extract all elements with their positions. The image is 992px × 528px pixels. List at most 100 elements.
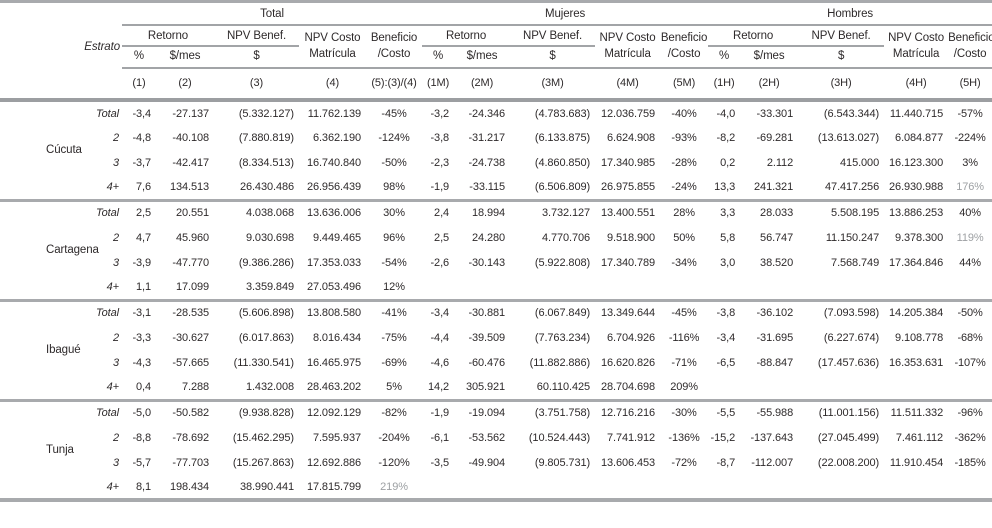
- cell: -3,5: [430, 456, 450, 469]
- retorno-header: Retorno: [122, 25, 214, 47]
- pct-header: %: [422, 46, 455, 69]
- npv-costo-header: NPV Costo Matrícula: [884, 25, 949, 69]
- cell: 6.362.190: [312, 131, 361, 144]
- cell: -31.217: [468, 131, 506, 144]
- cell: -5,5: [716, 407, 736, 420]
- cell: -57%: [957, 107, 983, 120]
- cell: 8.016.434: [312, 331, 361, 344]
- cell: 16.740.840: [306, 156, 361, 169]
- cell: 13.886.253: [889, 207, 944, 220]
- estrato-label: 2: [112, 231, 119, 244]
- cell: -112.007: [751, 456, 794, 469]
- col-number: (3M): [510, 68, 596, 102]
- cell: (9.805.731): [534, 456, 591, 469]
- cell: 17.340.985: [600, 156, 656, 169]
- table-row: 3 -5,7 -77.703 (15.267.863) 12.692.886 -120% -…: [0, 450, 992, 475]
- cell: (7.093.598): [823, 307, 880, 320]
- estrato-label: 4+: [106, 280, 119, 293]
- cell: 16.465.975: [306, 356, 361, 369]
- cell: 16.620.826: [600, 356, 656, 369]
- cell: -88.847: [756, 356, 794, 369]
- col-number: (1M): [422, 68, 455, 102]
- cell: -24.346: [468, 107, 506, 120]
- cell: 13,3: [714, 180, 736, 193]
- cell: -8,2: [716, 131, 736, 144]
- cell: 12.692.886: [306, 456, 361, 469]
- cell: 3.732.127: [542, 207, 591, 220]
- table-row: 3 -3,9 -47.770 (9.386.286) 17.353.033 -54% -2,…: [0, 250, 992, 275]
- cell: -2,3: [430, 156, 450, 169]
- cell: -33.115: [469, 180, 506, 193]
- estrato-label: 3: [112, 156, 119, 169]
- table-header: Total Mujeres Hombres Estrato Retorno NP…: [0, 1, 992, 102]
- cell: 12%: [383, 280, 405, 293]
- cell: -41%: [381, 307, 407, 320]
- beneficio-line2: /Costo: [953, 48, 987, 60]
- cell: [884, 375, 948, 400]
- cell: -19.094: [468, 407, 506, 420]
- cell: 9.449.465: [312, 231, 361, 244]
- cell: -204%: [378, 431, 410, 444]
- cell: 219%: [380, 480, 408, 493]
- cell: -30.627: [172, 331, 209, 344]
- cell: 4,7: [136, 231, 151, 244]
- cell: [798, 275, 884, 300]
- cell: 1,1: [136, 280, 151, 293]
- cell: 30%: [383, 207, 405, 220]
- city-label: Tunja: [46, 443, 74, 456]
- cell: (4.860.850): [534, 156, 591, 169]
- cell: -4,6: [430, 356, 450, 369]
- col-number: (1H): [708, 68, 741, 102]
- cell: -4,8: [132, 131, 151, 144]
- cell: (6.506.809): [534, 180, 591, 193]
- cell: 13.636.006: [306, 207, 361, 220]
- retorno-header: Retorno: [422, 25, 511, 47]
- cell: 0,4: [136, 380, 151, 393]
- estrato-label: 3: [112, 456, 119, 469]
- cell: 241.321: [754, 180, 794, 193]
- beneficio-costo-header: Beneficio/Costo: [366, 25, 423, 69]
- cell: -42.417: [172, 156, 209, 169]
- cell: 0,2: [720, 156, 736, 169]
- cell: -137.643: [750, 431, 794, 444]
- cell: 96%: [383, 231, 405, 244]
- cell: (6.017.863): [238, 331, 294, 344]
- table-row: 3 -3,7 -42.417 (8.334.513) 16.740.840 -50% -2,…: [0, 150, 992, 175]
- cell: -28%: [671, 156, 697, 169]
- beneficio-line1: Beneficio: [660, 32, 708, 45]
- dollar-header: $: [798, 46, 885, 69]
- cell: 17.353.033: [306, 256, 361, 269]
- estrato-label: 4+: [106, 380, 119, 393]
- per-month-header: $/mes: [454, 46, 511, 69]
- cell: 5,8: [720, 231, 736, 244]
- cell: -49.904: [468, 456, 506, 469]
- cell: 2,4: [434, 207, 450, 220]
- header-blank: [0, 68, 122, 102]
- cell: [510, 275, 595, 300]
- cell: -34%: [671, 256, 697, 269]
- cell: 13.400.551: [600, 207, 656, 220]
- cell: 9.518.900: [607, 231, 656, 244]
- per-month-header: $/mes: [740, 46, 799, 69]
- cell: [740, 275, 798, 300]
- cell: -6,5: [716, 356, 736, 369]
- cell: 305.921: [465, 380, 506, 393]
- npv-costo-line2: Matrícula: [604, 48, 651, 60]
- subheader-row-2: % $/mes $ % $/mes $ % $/mes $: [0, 46, 992, 69]
- cell: -96%: [957, 407, 983, 420]
- cell: -50.582: [172, 407, 209, 420]
- cell: -120%: [378, 456, 410, 469]
- cell: [510, 475, 595, 500]
- cell: -1,9: [430, 407, 450, 420]
- cell: 60.110.425: [536, 380, 591, 393]
- cell: 17.815.799: [306, 480, 361, 493]
- npv-costo-line1: NPV Costo: [599, 32, 656, 45]
- cell: -3,1: [132, 307, 151, 320]
- estrato-label: 2: [112, 431, 119, 444]
- table-row: 2 -8,8 -78.692 (15.462.295) 7.595.937 -204% -6…: [0, 425, 992, 450]
- cell: 28.463.202: [306, 380, 361, 393]
- cell: 198.434: [169, 480, 209, 493]
- col-number: (5M): [660, 68, 709, 102]
- cell: (5.606.898): [238, 307, 294, 320]
